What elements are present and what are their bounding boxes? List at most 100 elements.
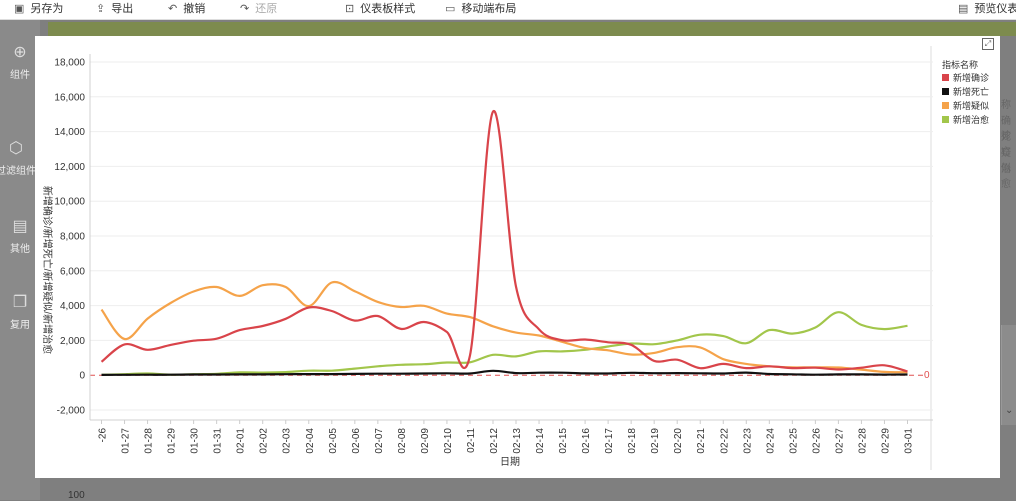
- x-tick-label: 02-12: [489, 428, 500, 454]
- x-axis-title: 日期: [500, 456, 520, 468]
- preview-icon: ▤: [958, 3, 969, 15]
- bg-legend-text: 治愈: [1001, 164, 1011, 190]
- x-tick-label: 03-01: [903, 428, 914, 454]
- export-button[interactable]: ⇪ 导出: [96, 2, 133, 17]
- y-axis-title: 新增确诊/新增死亡/新增疑似/新增治愈: [41, 186, 54, 354]
- y-tick-label: -2,000: [57, 406, 86, 417]
- redo-button[interactable]: ↷ 还原: [240, 2, 277, 17]
- top-toolbar: ▣ 另存为 ⇪ 导出 ↶ 撤销 ↷ 还原 ⊡ 仪表板样式 ▭ 移动端布局 ▤ 预览仪表板: [0, 0, 1016, 20]
- redo-icon: ↷: [240, 3, 250, 15]
- preview-label: 预览仪表板: [974, 3, 1016, 15]
- save-as-button[interactable]: ▣ 另存为: [14, 2, 63, 17]
- mobile-layout-label: 移动端布局: [461, 3, 517, 15]
- sidebar-item-components[interactable]: ⊕ 组件: [0, 42, 40, 81]
- series-line-1: [101, 369, 908, 376]
- undo-button[interactable]: ↶ 撤销: [168, 2, 205, 17]
- preview-button[interactable]: ▤ 预览仪表板: [958, 2, 1016, 17]
- x-tick-label: 02-06: [351, 428, 362, 454]
- x-tick-label: 02-11: [466, 428, 477, 453]
- document-icon: ▤: [12, 218, 28, 235]
- series-line-2: [100, 280, 908, 374]
- legend-swatch: [942, 74, 949, 81]
- background-panel-edge: ⌄: [1001, 325, 1016, 425]
- dashboard-style-label: 仪表板样式: [360, 3, 416, 15]
- x-tick-label: 01-27: [121, 428, 132, 454]
- y-tick-label: 2,000: [60, 336, 85, 347]
- x-tick-label: 01-29: [167, 428, 178, 454]
- zero-line-label: 0: [924, 370, 930, 381]
- x-tick-label: 02-27: [834, 428, 845, 454]
- y-tick-label: 4,000: [60, 301, 85, 312]
- sidebar-item-label: 过滤组件: [0, 166, 36, 177]
- legend-label: 新增确诊: [953, 72, 989, 83]
- x-tick-label: 02-25: [788, 428, 799, 454]
- legend-swatch: [942, 116, 949, 123]
- x-tick-label: 02-05: [328, 428, 339, 454]
- legend-title: 指标名称: [942, 59, 978, 70]
- legend-swatch: [942, 102, 949, 109]
- export-label: 导出: [111, 3, 134, 15]
- redo-label: 还原: [255, 3, 278, 15]
- legend-swatch: [942, 88, 949, 95]
- x-tick-label: 02-18: [627, 428, 638, 454]
- background-title-strip: [48, 22, 1016, 36]
- x-tick-label: 02-15: [558, 428, 569, 454]
- x-tick-label: 01-31: [213, 428, 224, 454]
- x-tick-label: 01-28: [144, 428, 155, 454]
- x-tick-label: 02-28: [857, 428, 868, 454]
- legend-label: 新增疑似: [953, 100, 989, 111]
- y-tick-label: 14,000: [54, 127, 85, 138]
- line-chart: -2,000 0 2,000 4,000 6,000 8,000 10,000 12,000 1…: [41, 46, 989, 470]
- y-tick-label: 12,000: [54, 162, 85, 173]
- x-tick-label: 02-22: [719, 428, 730, 454]
- save-as-label: 另存为: [30, 3, 64, 15]
- x-tick-label: 02-04: [305, 428, 316, 454]
- x-tick-label: 02-20: [673, 428, 684, 454]
- sidebar-item-filters[interactable]: ⬡ 过滤组件: [0, 138, 36, 177]
- series-line-3: [101, 311, 908, 376]
- y-tick-label: 6,000: [60, 266, 85, 277]
- x-tick-label: 02-29: [880, 428, 891, 454]
- x-tick-label: 02-08: [397, 428, 408, 454]
- x-tick-label: 02-02: [259, 428, 270, 454]
- dashboard-style-button[interactable]: ⊡ 仪表板样式: [345, 2, 415, 17]
- bg-axis-number: 100: [68, 490, 85, 501]
- x-tick-label: 02-21: [696, 428, 707, 454]
- y-tick-label: 16,000: [54, 92, 85, 103]
- x-axis: -26 01-27 01-28 01-29 01-30 01-31 02-01 02-02 02…: [90, 419, 933, 454]
- export-icon: ⇪: [96, 3, 106, 15]
- bg-legend-text: 死亡: [1001, 132, 1011, 158]
- sidebar-item-label: 组件: [10, 70, 30, 81]
- legend-label: 新增死亡: [953, 86, 989, 97]
- plus-circle-icon: ⊕: [13, 44, 27, 61]
- series-line-0: [100, 110, 908, 373]
- bg-legend-text: 称: [1001, 100, 1011, 111]
- save-icon: ▣: [14, 3, 25, 15]
- x-tick-label: 02-07: [374, 428, 385, 454]
- y-tick-label: 18,000: [54, 58, 85, 69]
- x-tick-label: -26: [98, 428, 109, 443]
- x-tick-label: 02-01: [236, 428, 247, 454]
- sidebar-item-reuse[interactable]: ❐ 复用: [0, 292, 40, 331]
- y-tick-label: 0: [79, 371, 85, 382]
- x-tick-label: 02-09: [420, 428, 431, 454]
- chevron-down-icon[interactable]: ⌄: [1005, 405, 1014, 416]
- x-tick-label: 01-30: [190, 428, 201, 454]
- style-icon: ⊡: [345, 3, 355, 15]
- y-tick-label: 8,000: [60, 232, 85, 243]
- sidebar-item-label: 复用: [10, 320, 30, 331]
- x-tick-label: 02-24: [765, 428, 776, 454]
- chart-dialog: ⤢ -2,000 0 2,000 4,000 6,000 8,000 10,000 12,00…: [35, 36, 1000, 478]
- sidebar-item-label: 其他: [10, 244, 30, 255]
- background-legend-fragment: 称 确诊 死亡 疑似 治愈: [1001, 90, 1016, 190]
- bg-legend-text: 确诊: [1001, 116, 1011, 142]
- bg-legend-text: 疑似: [1001, 148, 1011, 174]
- legend-label: 新增治愈: [953, 114, 989, 125]
- expand-icon[interactable]: ⤢: [982, 38, 994, 50]
- mobile-icon: ▭: [445, 3, 456, 15]
- mobile-layout-button[interactable]: ▭ 移动端布局: [445, 2, 516, 17]
- x-tick-label: 02-13: [512, 428, 523, 454]
- undo-label: 撤销: [183, 3, 206, 15]
- sidebar-item-other[interactable]: ▤ 其他: [0, 216, 40, 255]
- x-tick-label: 02-17: [604, 428, 615, 454]
